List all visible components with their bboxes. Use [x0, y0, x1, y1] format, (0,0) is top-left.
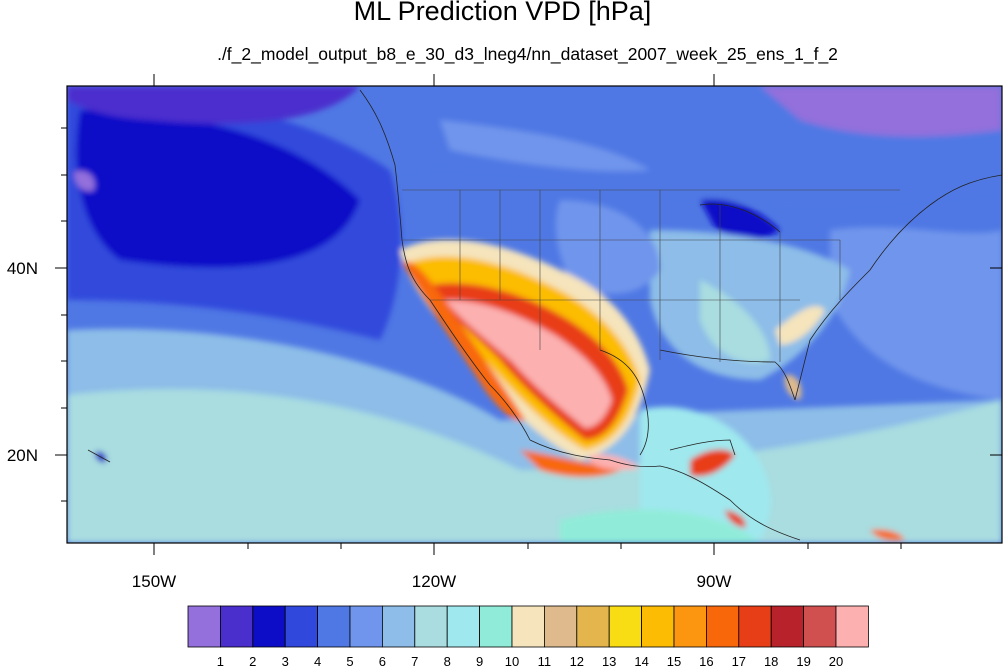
- vpd-field: [67, 86, 1002, 543]
- y-tick-label: 20N: [7, 446, 38, 465]
- region-desert-peak: [445, 300, 612, 428]
- colorbar-label: 13: [602, 654, 616, 669]
- colorbar-label: 9: [476, 654, 483, 669]
- state-borders: [402, 189, 900, 362]
- colorbar-label: 2: [249, 654, 256, 669]
- colorbar-swatch: [219, 605, 254, 648]
- colorbar-swatch: [349, 605, 383, 648]
- colorbar-swatch: [511, 605, 545, 648]
- colorbar-label: 19: [796, 654, 810, 669]
- region-hudson: [760, 86, 1002, 137]
- colorbar-label: 1: [217, 654, 224, 669]
- region-carolinas: [775, 306, 825, 345]
- colorbar-label: 20: [829, 654, 843, 669]
- plot-title: ML Prediction VPD [hPa]: [353, 0, 652, 26]
- region-venezuela: [870, 529, 905, 541]
- region-panama: [725, 510, 746, 528]
- colorbar-swatch: [770, 605, 805, 648]
- colorbar-swatch: [187, 605, 221, 648]
- colorbar-swatch: [381, 605, 416, 648]
- coastlines: [87, 89, 1002, 541]
- x-tick-label: 150W: [132, 572, 176, 591]
- colorbar-label: 17: [732, 654, 746, 669]
- region-california: [402, 261, 525, 421]
- region-caribbean: [560, 509, 760, 543]
- colorbar-label: 10: [505, 654, 519, 669]
- axis-ticks: [55, 74, 1002, 555]
- colorbar-label: 6: [379, 654, 386, 669]
- region-atlantic: [830, 227, 1002, 400]
- colorbar-label: 11: [538, 654, 552, 669]
- region-florida: [784, 374, 802, 400]
- colorbar-swatch: [706, 605, 740, 648]
- colorbar-label: 7: [411, 654, 418, 669]
- region-pacific-patch: [74, 170, 95, 192]
- colorbar-swatch: [673, 605, 707, 648]
- region-yucatan: [590, 454, 640, 470]
- colorbar-label: 12: [570, 654, 584, 669]
- region-eastern-us: [650, 230, 850, 380]
- y-tick-label: 40N: [7, 259, 38, 278]
- region-plains: [555, 200, 660, 294]
- colorbar-swatch: [252, 605, 286, 648]
- colorbar-label: 5: [346, 654, 353, 669]
- colorbar-label: 8: [444, 654, 451, 669]
- region-mexico-plateau: [520, 450, 630, 477]
- colorbar-swatch: [835, 605, 869, 648]
- colorbar-swatch: [576, 605, 610, 648]
- colorbar-swatch: [608, 605, 643, 648]
- colorbar-swatch: [641, 605, 675, 648]
- colorbar-label: 16: [699, 654, 713, 669]
- colorbar-swatch: [446, 605, 481, 648]
- colorbar-label: 18: [764, 654, 778, 669]
- region-central-america: [690, 449, 735, 477]
- colorbar-swatch: [803, 605, 837, 648]
- colorbar: 1 2 3 4 5 6 7 8 9 10 11 12 13 14 15 16 17 18 19 20: [187, 605, 869, 669]
- x-tick-label: 90W: [697, 572, 732, 591]
- region-prairies: [440, 120, 650, 172]
- colorbar-label: 3: [282, 654, 289, 669]
- colorbar-swatch: [544, 605, 578, 648]
- plot-subtitle: ./f_2_model_output_b8_e_30_d3_lneg4/nn_d…: [217, 44, 838, 64]
- colorbar-swatch: [414, 605, 448, 648]
- colorbar-swatch: [284, 605, 319, 648]
- colorbar-swatch: [317, 605, 351, 648]
- colorbar-swatch: [479, 605, 513, 648]
- colorbar-label: 14: [634, 654, 648, 669]
- region-gulf-alaska: [67, 86, 360, 124]
- x-tick-label: 120W: [412, 572, 456, 591]
- colorbar-label: 4: [314, 654, 321, 669]
- region-pacific-low: [76, 110, 361, 268]
- colorbar-swatch: [738, 605, 772, 648]
- colorbar-label: 15: [667, 654, 681, 669]
- region-southeast: [700, 280, 770, 363]
